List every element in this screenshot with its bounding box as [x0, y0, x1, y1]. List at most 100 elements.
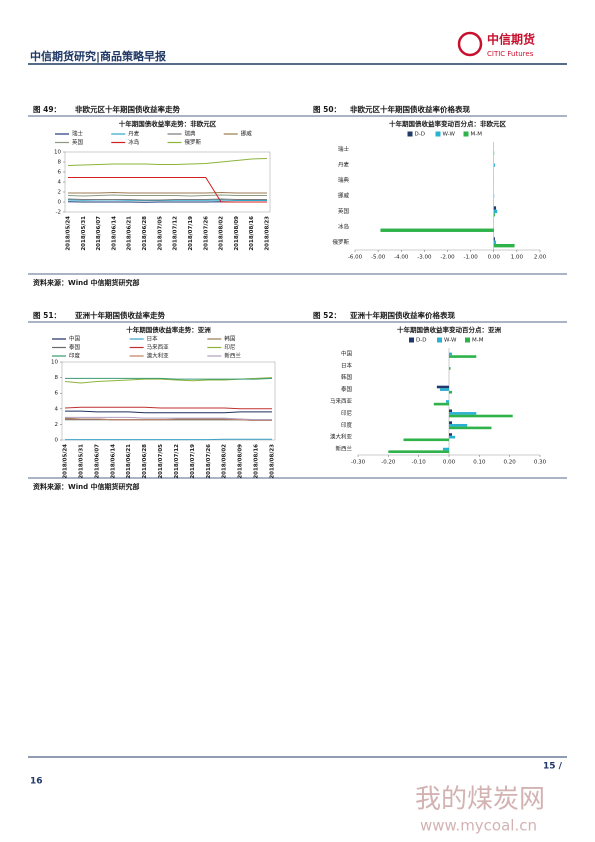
x-tick-label: 2018/07/26: [206, 444, 212, 479]
y-tick-label: 4: [55, 406, 59, 412]
bar: [449, 412, 477, 415]
report-title: 中信期货研究|商品策略早报: [30, 49, 167, 63]
watermark-url: www.mycoal.cn: [420, 817, 537, 835]
legend-label: M-M: [471, 132, 483, 138]
legend-label: D-D: [416, 338, 426, 344]
category-label: 新西兰: [335, 445, 352, 453]
legend-swatch: [437, 337, 442, 343]
category-label: 泰国: [341, 385, 353, 393]
y-tick-label: 2: [58, 190, 62, 196]
legend-label: 印尼: [224, 344, 236, 351]
x-tick-label: -0.30: [351, 460, 366, 466]
y-tick-label: 8: [55, 375, 59, 381]
y-tick-label: 2: [55, 422, 59, 428]
line: [67, 198, 267, 201]
x-tick-label: -2.00: [440, 255, 455, 261]
x-tick-label: 2018/07/26: [203, 216, 209, 251]
x-tick-label: 2018/06/07: [96, 216, 102, 251]
y-tick-label: 0: [58, 200, 62, 206]
legend-label: D-D: [415, 132, 425, 138]
x-tick-label: 2018/07/19: [190, 444, 196, 479]
figure-label: 图 52：: [313, 311, 341, 320]
x-tick-label: 2018/07/12: [174, 444, 180, 479]
category-label: 马来西亚: [330, 397, 353, 405]
bar: [493, 243, 515, 248]
source: 资料来源：Wind 中信期货研究部: [33, 278, 140, 287]
bar: [442, 447, 449, 451]
logo-en: CITIC Futures: [487, 50, 534, 58]
x-tick-label: 2018/05/31: [81, 216, 87, 251]
bar: [433, 402, 449, 406]
legend-label: 新西兰: [224, 352, 241, 360]
figure-label: 图 51：: [33, 311, 61, 320]
category-label: 冰岛: [338, 222, 350, 230]
x-tick-label: -1.00: [464, 255, 479, 261]
chart-title: 十年期国债收益率变动百分点：亚洲: [397, 325, 502, 334]
x-tick-label: 2018/08/16: [254, 444, 260, 479]
legend-label: W-W: [443, 132, 456, 138]
x-tick-label: 2018/05/31: [78, 444, 84, 479]
x-tick-label: 1.00: [511, 255, 524, 261]
x-tick-label: 2018/07/19: [188, 216, 194, 251]
x-tick-label: 2018/08/23: [270, 444, 276, 479]
bar: [439, 388, 449, 391]
x-tick-label: 2018/08/02: [219, 216, 225, 251]
figure-caption: 亚洲十年期国债收益率走势: [75, 310, 165, 320]
figure-caption: 亚洲十年期国债收益率价格表现: [350, 310, 455, 320]
category-label: 瑞士: [338, 145, 350, 153]
legend-label: 冰岛: [128, 138, 140, 146]
y-tick-label: 8: [58, 160, 62, 166]
category-label: 俄罗斯: [332, 238, 349, 246]
x-tick-label: 0.00: [443, 460, 456, 466]
bar: [493, 240, 497, 244]
line: [67, 158, 268, 166]
bar: [449, 426, 492, 430]
bar: [403, 438, 449, 442]
bar: [449, 433, 453, 436]
legend-label: 泰国: [69, 343, 81, 351]
x-tick-label: 2018/05/24: [63, 444, 69, 479]
figure-label: 图 49：: [33, 105, 61, 114]
x-tick-label: -0.20: [381, 460, 396, 466]
figure-caption: 非欧元区十年期国债收益率走势: [75, 104, 180, 114]
bar: [493, 237, 495, 241]
x-tick-label: -5.00: [371, 255, 386, 261]
x-tick-label: 2018/06/28: [142, 216, 148, 251]
x-tick-label: 2018/06/21: [126, 444, 132, 479]
line: [65, 418, 272, 421]
legend-label: 马来西亚: [147, 343, 170, 351]
x-tick-label: 2.00: [534, 255, 547, 261]
legend-swatch: [463, 131, 469, 137]
x-tick-label: -6.00: [348, 255, 363, 261]
legend-label: 挪威: [241, 130, 253, 138]
legend-swatch: [435, 131, 441, 137]
bar: [445, 400, 449, 403]
y-tick-label: 0: [55, 438, 59, 444]
x-tick-label: 0.00: [488, 255, 501, 261]
legend-label: M-M: [472, 338, 484, 344]
legend-label: 丹麦: [128, 130, 140, 138]
x-tick-label: 2018/08/09: [234, 216, 240, 251]
line: [65, 377, 273, 380]
bar: [449, 435, 456, 439]
line: [67, 194, 267, 197]
category-label: 英国: [338, 207, 350, 215]
legend-label: 韩国: [224, 335, 236, 343]
bar: [388, 450, 449, 453]
chart-title: 十年期国债收益率走势：亚洲: [126, 325, 211, 334]
logo-cn: 中信期货: [487, 32, 535, 47]
x-tick-label: 2018/08/23: [265, 216, 271, 251]
x-tick-label: 0.10: [473, 460, 486, 466]
x-tick-label: 2018/06/14: [111, 216, 117, 251]
legend-swatch: [407, 131, 413, 137]
x-tick-label: 2018/06/07: [94, 444, 100, 479]
x-tick-label: 0.30: [534, 460, 547, 466]
x-tick-label: -3.00: [417, 255, 432, 261]
bar: [449, 421, 453, 424]
plot-frame: [64, 151, 271, 213]
bar: [449, 367, 451, 370]
line: [65, 416, 272, 421]
figure-label: 图 50：: [313, 105, 341, 114]
bar: [493, 209, 498, 214]
legend-label: 英国: [72, 138, 84, 146]
